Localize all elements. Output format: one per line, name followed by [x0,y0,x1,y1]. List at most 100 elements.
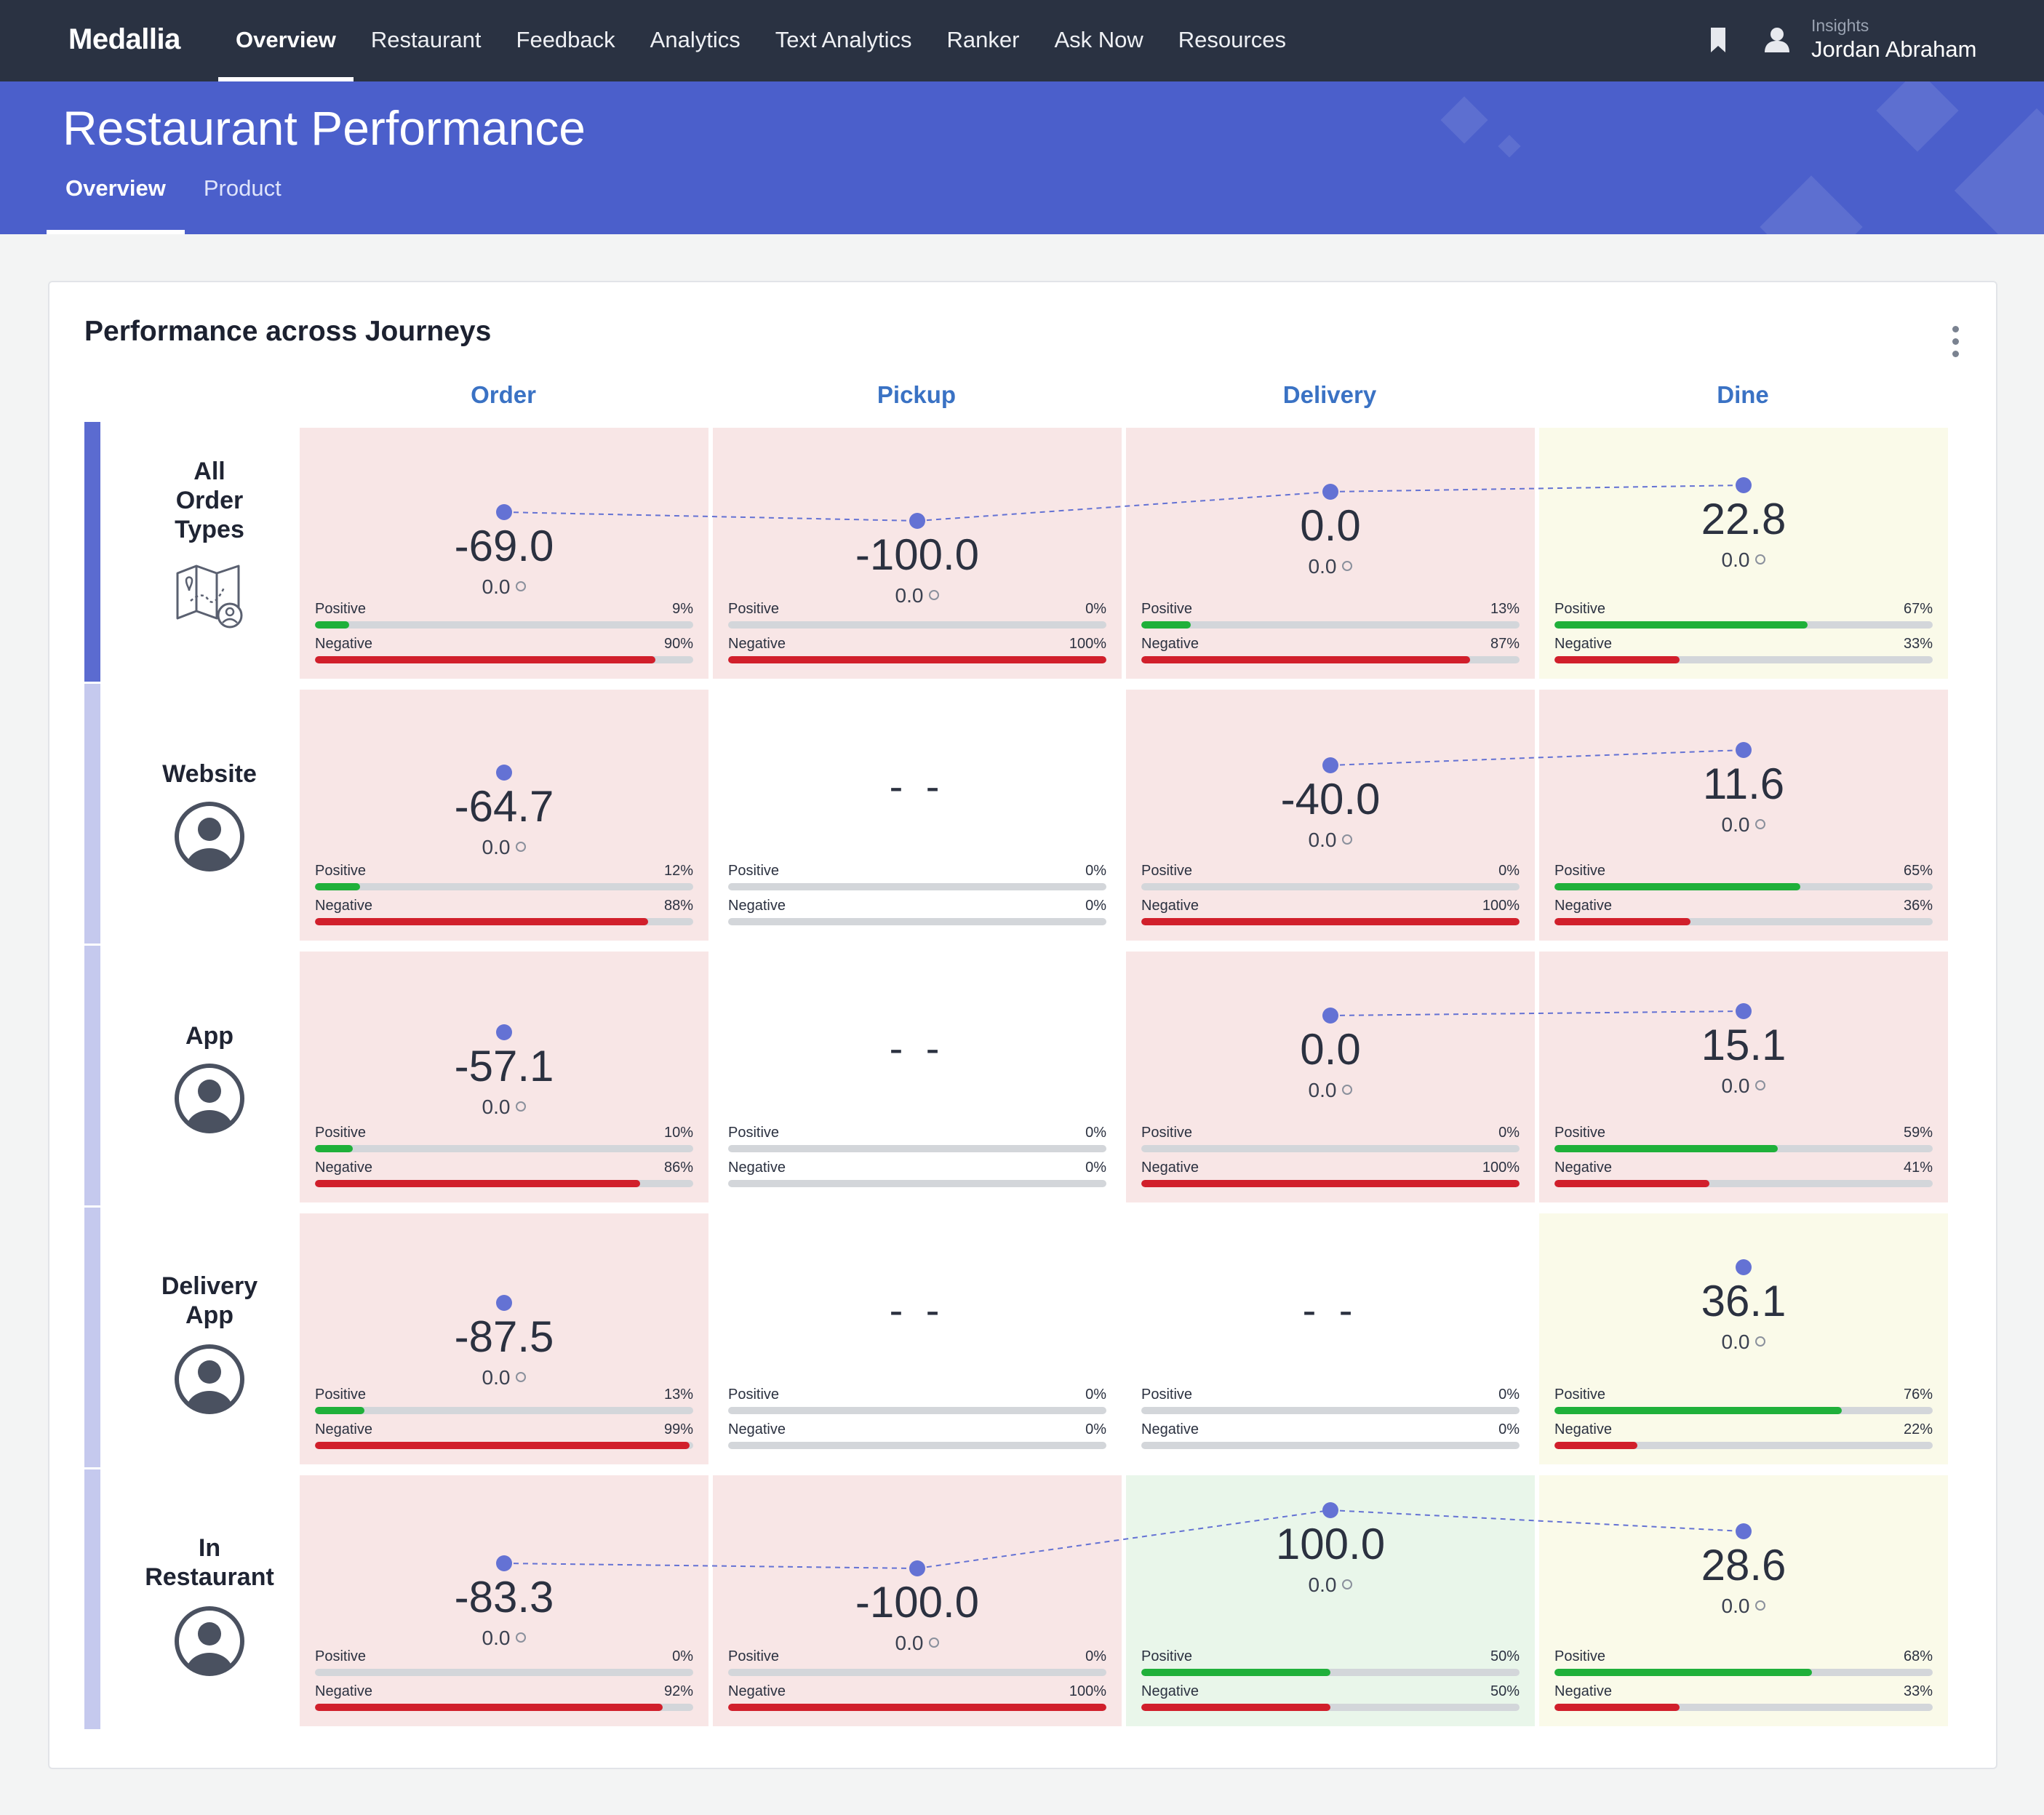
user-icon[interactable] [1763,26,1791,54]
score-cell[interactable]: -83.3 0.0 Positive 0% Negative 92% [300,1475,708,1726]
positive-bar-fill [315,1407,364,1414]
score-cell[interactable]: 0.0 0.0 Positive 0% Negative 100% [1126,952,1535,1202]
score-change: 0.0 [300,1627,708,1650]
negative-percent: 33% [1903,1683,1933,1699]
negative-label: Negative [315,1683,372,1699]
score-cell[interactable]: 36.1 0.0 Positive 76% Negative 22% [1539,1213,1948,1464]
negative-percent: 50% [1490,1683,1520,1699]
change-ring-icon [516,1101,527,1112]
nav-item-ask-now[interactable]: Ask Now [1054,27,1143,52]
negative-label: Negative [315,898,372,914]
negative-percent: 90% [663,636,693,652]
score-cell[interactable]: 22.8 0.0 Positive 67% Negative 33% [1539,428,1948,679]
tab-product[interactable]: Product [203,175,282,201]
row-label-all-order-types: All Order Types [175,458,244,543]
negative-bar-fill [1141,918,1520,925]
score-cell[interactable]: -57.1 0.0 Positive 10% Negative 86% [300,952,708,1202]
score-cell[interactable]: 11.6 0.0 Positive 65% Negative 36% [1539,690,1948,941]
positive-label: Positive [1554,863,1606,879]
score-cell[interactable]: -87.5 0.0 Positive 13% Negative 99% [300,1213,708,1464]
change-ring-icon [516,1371,527,1382]
score-cell[interactable]: - - Positive 0% Negative 0% [713,1213,1122,1464]
nav-item-resources[interactable]: Resources [1178,27,1286,52]
score-cell[interactable]: - - Positive 0% Negative 0% [713,690,1122,941]
positive-bar [1141,1407,1520,1414]
nav-item-text-analytics[interactable]: Text Analytics [775,27,912,52]
negative-bar [1554,918,1933,925]
user-circle-icon [175,1606,244,1676]
row-label-app: App [185,1022,234,1050]
change-ring-icon [1755,1080,1766,1090]
nav-item-ranker[interactable]: Ranker [946,27,1020,52]
positive-percent: 0% [1085,1648,1106,1664]
score-change: 0.0 [1539,549,1948,572]
positive-percent: 68% [1903,1648,1933,1664]
top-nav: Medallia Overview Restaurant Feedback Analy… [0,0,2044,81]
column-header-pickup: Pickup [877,381,957,408]
negative-label: Negative [1554,898,1612,914]
score-cell[interactable]: -100.0 0.0 Positive 0% Negative 100% [713,1475,1122,1726]
positive-label: Positive [728,601,780,617]
change-ring-icon [1342,1579,1353,1589]
no-data-text: - - [889,1287,946,1333]
negative-bar [728,918,1106,925]
decorative-diamond [1498,135,1521,158]
row-indicator-app [84,946,100,1205]
negative-bar [1141,1180,1520,1187]
negative-bar-fill [1554,918,1691,925]
negative-bar [315,918,693,925]
score-cell[interactable]: -40.0 0.0 Positive 0% Negative 100% [1126,690,1535,941]
positive-bar [1141,1145,1520,1152]
nav-item-overview[interactable]: Overview [218,0,354,81]
row-indicator-in-restaurant [84,1469,100,1729]
negative-label: Negative [1554,1683,1612,1699]
more-options-icon[interactable] [1951,326,1960,362]
decorative-diamond [1876,81,1959,152]
score-cell[interactable]: -69.0 0.0 Positive 9% Negative 90% [300,428,708,679]
score-change-value: 0.0 [482,575,511,598]
user-circle-icon [175,1344,244,1414]
score-cell[interactable]: -64.7 0.0 Positive 12% Negative 88% [300,690,708,941]
negative-percent: 0% [1085,1421,1106,1437]
positive-percent: 0% [1085,601,1106,617]
negative-percent: 22% [1903,1421,1933,1437]
score-cell[interactable]: 100.0 0.0 Positive 50% Negative 50% [1126,1475,1535,1726]
bookmark-icon[interactable] [1709,28,1727,52]
score-cell[interactable]: 28.6 0.0 Positive 68% Negative 33% [1539,1475,1948,1726]
positive-bar [1554,1145,1933,1152]
user-name[interactable]: Jordan Abraham [1811,36,1977,62]
score-cell[interactable]: - - Positive 0% Negative 0% [1126,1213,1535,1464]
score-change: 0.0 [300,1096,708,1119]
negative-bar-fill [1141,1180,1520,1187]
score-change: 0.0 [713,1632,1122,1655]
positive-label: Positive [1554,1648,1606,1664]
score-change-value: 0.0 [1721,1331,1750,1353]
nav-item-restaurant[interactable]: Restaurant [370,27,482,52]
negative-bar-fill [315,918,648,925]
score-cell[interactable]: - - Positive 0% Negative 0% [713,952,1122,1202]
score-cell[interactable]: 0.0 0.0 Positive 13% Negative 87% [1126,428,1535,679]
positive-bar [728,1145,1106,1152]
score-change: 0.0 [713,584,1122,607]
negative-bar [315,656,693,663]
score-cell[interactable]: 15.1 0.0 Positive 59% Negative 41% [1539,952,1948,1202]
score-change-value: 0.0 [482,1627,511,1649]
score-value: 36.1 [1701,1277,1786,1325]
change-ring-icon [929,589,940,600]
positive-percent: 0% [1498,1125,1520,1141]
positive-label: Positive [315,863,367,879]
positive-percent: 50% [1490,1648,1520,1664]
negative-bar-fill [1554,656,1680,663]
score-cell[interactable]: -100.0 0.0 Positive 0% Negative 100% [713,428,1122,679]
positive-bar [1141,1669,1520,1676]
change-ring-icon [1755,1336,1766,1347]
nav-item-analytics[interactable]: Analytics [650,27,740,52]
brand-logo[interactable]: Medallia [68,23,180,55]
tab-overview[interactable]: Overview [47,167,185,234]
score-change: 0.0 [1126,1573,1535,1597]
nav-item-feedback[interactable]: Feedback [516,27,615,52]
map-user-icon [176,565,243,629]
change-ring-icon [516,841,527,852]
row-label-website: Website [162,760,257,788]
positive-percent: 65% [1903,863,1933,879]
